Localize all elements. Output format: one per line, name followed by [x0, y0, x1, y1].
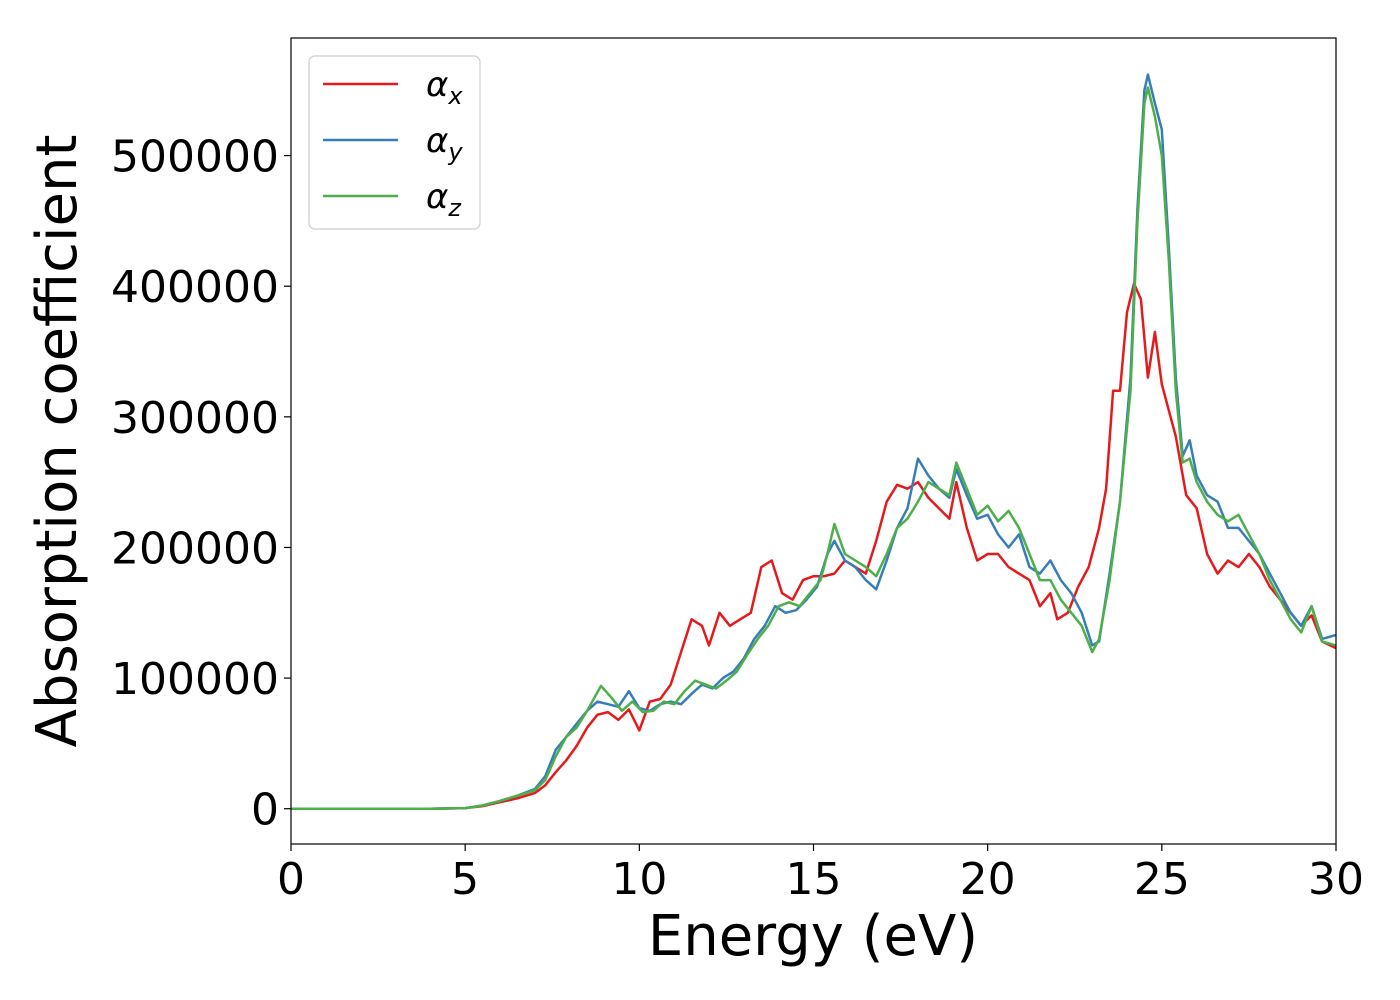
x-tick-label: 20: [960, 854, 1016, 905]
x-tick-label: 15: [786, 854, 842, 905]
y-axis: 0 100000 200000 300000 400000 500000: [111, 132, 291, 836]
y-tick-label: 300000: [111, 393, 279, 444]
series-line-x: [291, 282, 1337, 810]
y-tick-label: 100000: [111, 654, 279, 705]
x-tick-label: 30: [1308, 854, 1364, 905]
x-tick-label: 5: [451, 854, 479, 905]
x-axis: 0 5 10 15 20 25 30: [277, 844, 1364, 905]
y-tick-label: 0: [251, 785, 279, 836]
x-tick-label: 10: [611, 854, 667, 905]
x-tick-label: 25: [1134, 854, 1190, 905]
y-tick-label: 400000: [111, 262, 279, 313]
y-tick-label: 200000: [111, 523, 279, 574]
plot-lines: [291, 73, 1337, 810]
y-axis-title: Absorption coefficient: [25, 135, 90, 748]
x-tick-label: 0: [277, 854, 305, 905]
series-line-z: [291, 86, 1337, 810]
legend-box: [308, 55, 481, 230]
x-axis-title: Energy (eV): [648, 904, 978, 969]
y-tick-label: 500000: [111, 132, 279, 183]
